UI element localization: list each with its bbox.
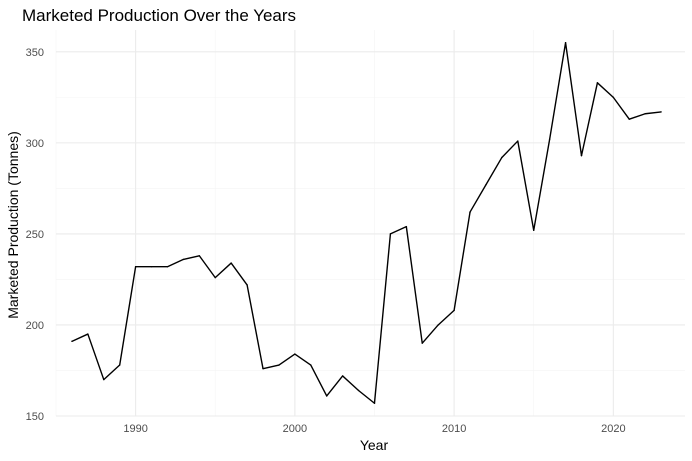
minor-gridlines (55, 30, 685, 416)
data-point (548, 138, 551, 140)
x-tick-label: 1990 (123, 423, 147, 435)
data-point (453, 309, 455, 312)
series-group (71, 42, 662, 404)
data-point (437, 324, 439, 326)
y-axis-tick-labels: 150 200 250 300 350 (26, 47, 44, 423)
data-point (134, 265, 137, 268)
data-point (533, 229, 535, 231)
data-point (278, 364, 280, 366)
data-point (103, 378, 105, 381)
data-point (357, 389, 360, 392)
data-point (564, 42, 567, 44)
data-point (501, 156, 503, 159)
x-axis-title: Year (360, 437, 389, 453)
data-point (326, 395, 328, 397)
x-axis-tick-labels: 1990 2000 2010 2020 (123, 423, 625, 435)
data-point (389, 233, 392, 235)
data-point (198, 255, 201, 257)
data-point (405, 225, 408, 228)
series-line (71, 42, 662, 404)
data-point (341, 375, 344, 377)
data-point (150, 265, 153, 268)
y-axis-title: Marketed Production (Tonnes) (5, 131, 21, 319)
y-tick-label: 350 (26, 47, 44, 59)
data-point (118, 364, 121, 366)
data-point (166, 265, 169, 268)
x-tick-label: 2000 (283, 423, 307, 435)
data-point (182, 258, 185, 261)
data-point (580, 154, 583, 157)
data-point (230, 262, 232, 264)
data-point (214, 276, 216, 279)
y-tick-label: 250 (26, 229, 44, 241)
data-point (485, 184, 487, 186)
data-point (644, 113, 646, 115)
data-point (373, 402, 376, 404)
data-point (87, 333, 89, 335)
data-point (246, 284, 248, 286)
x-tick-label: 2020 (601, 423, 625, 435)
data-point (294, 353, 296, 355)
chart-title: Marketed Production Over the Years (22, 6, 296, 25)
data-point (660, 111, 662, 113)
x-tick-label: 2010 (442, 423, 466, 435)
data-point (262, 367, 264, 370)
data-point (421, 342, 423, 344)
y-tick-label: 300 (26, 138, 44, 150)
data-point (612, 96, 615, 99)
data-point (628, 118, 630, 120)
data-point (517, 140, 519, 142)
data-point (596, 82, 599, 84)
data-point (469, 211, 471, 213)
y-tick-label: 150 (26, 411, 44, 423)
y-tick-label: 200 (26, 320, 44, 332)
data-point (71, 340, 73, 343)
major-gridlines (56, 30, 685, 417)
data-point (310, 364, 312, 366)
